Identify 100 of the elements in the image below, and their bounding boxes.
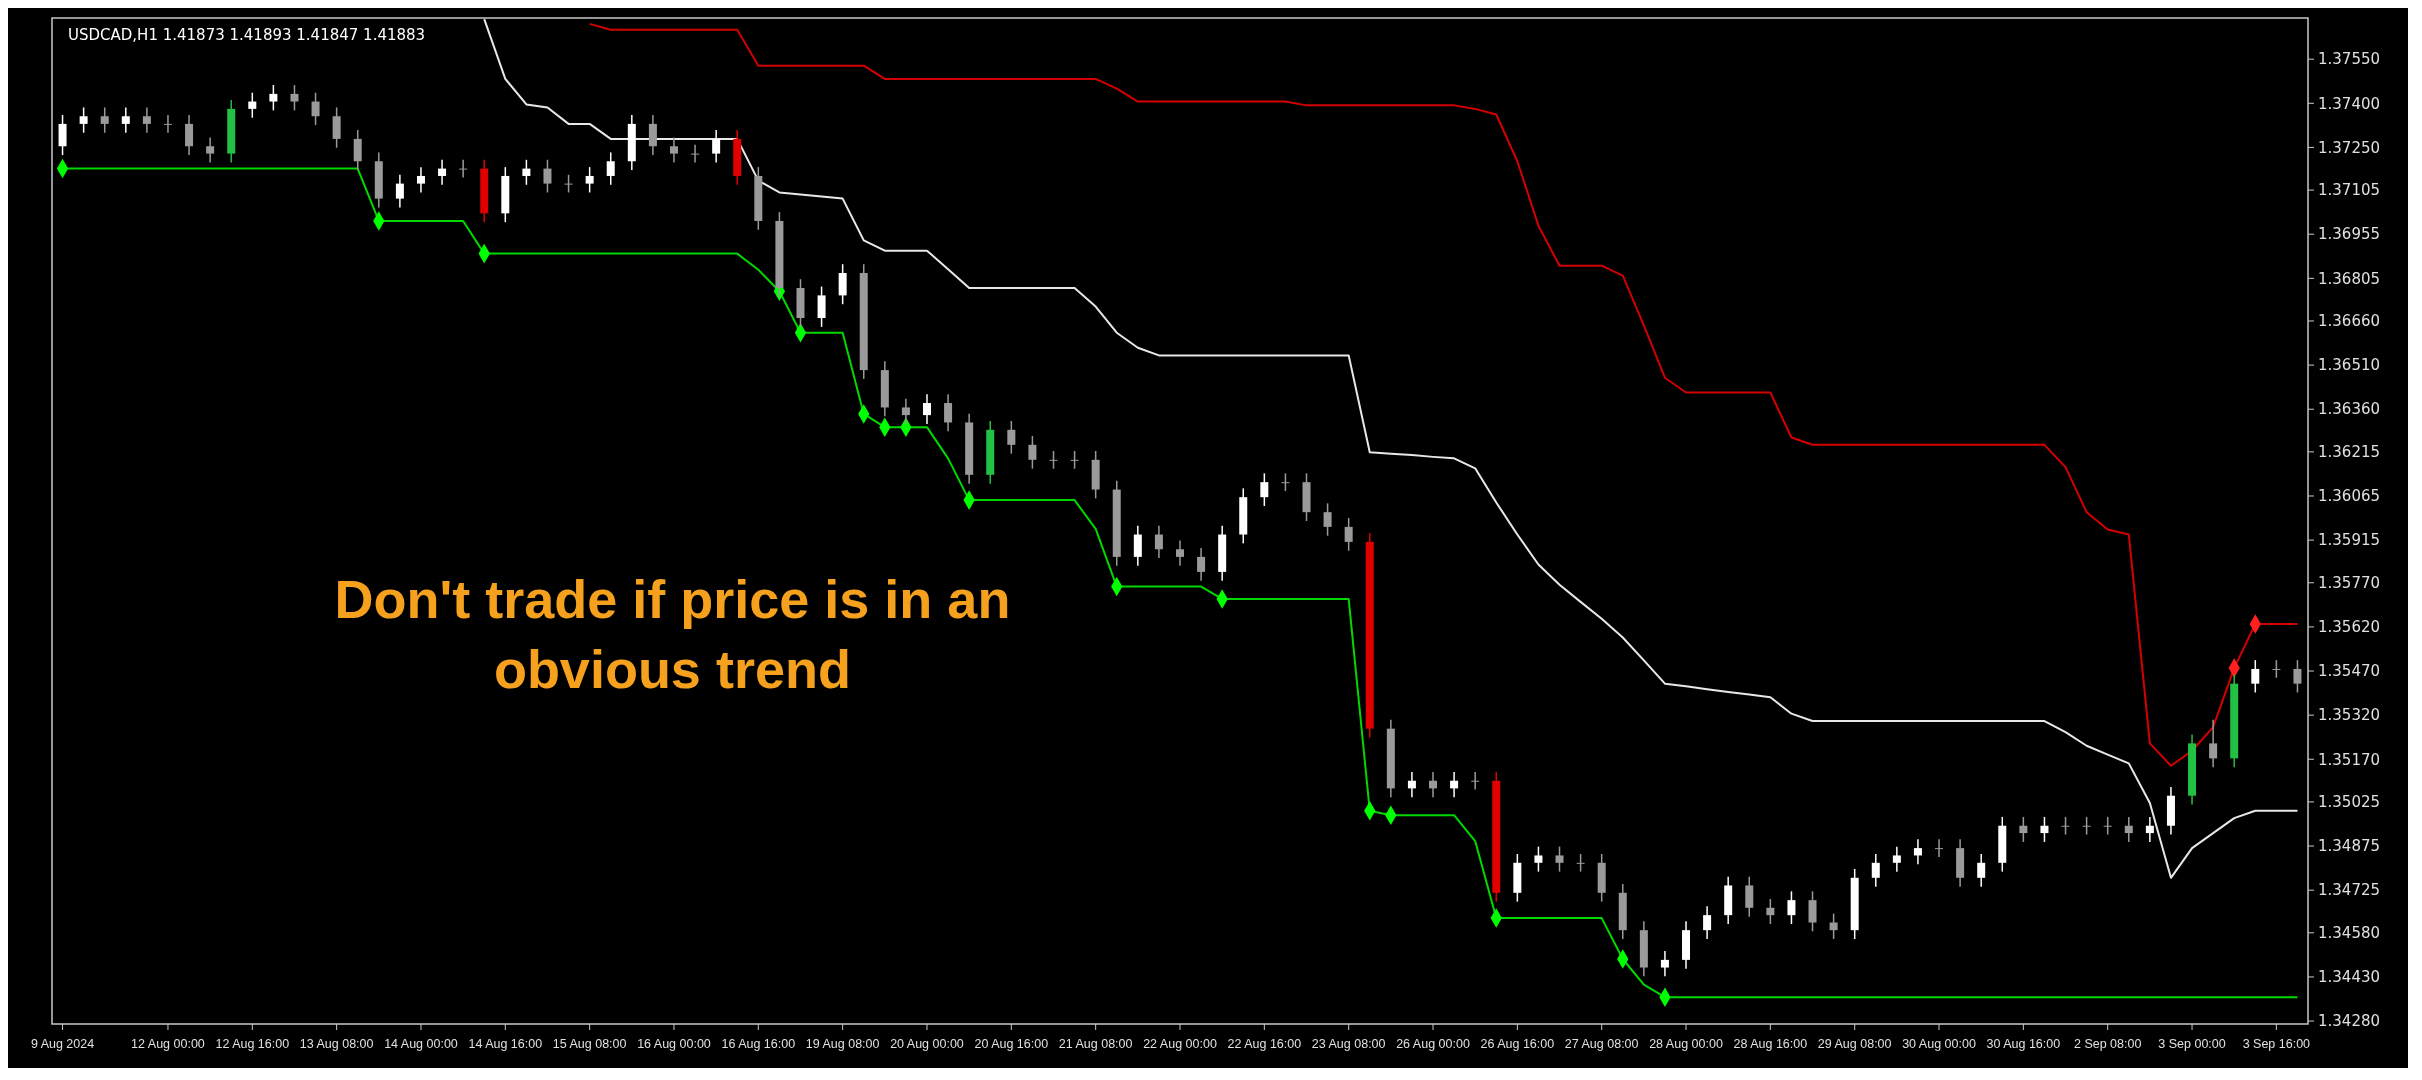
candlestick xyxy=(1935,838,1944,858)
candlestick xyxy=(1197,547,1206,582)
candlestick xyxy=(1977,853,1986,888)
x-tick-label: 21 Aug 08:00 xyxy=(1058,1037,1133,1051)
candlestick xyxy=(185,114,194,156)
line-series xyxy=(483,18,2299,879)
candlestick xyxy=(248,91,257,119)
candlestick xyxy=(1407,771,1416,798)
candlestick xyxy=(543,159,552,194)
candlestick xyxy=(438,159,447,186)
x-tick-label: 30 Aug 00:00 xyxy=(1902,1037,1976,1051)
candlestick xyxy=(58,114,67,156)
candlestick xyxy=(838,263,847,305)
candlestick xyxy=(1871,853,1880,888)
candlestick xyxy=(1829,912,1838,940)
candlestick xyxy=(648,114,657,156)
annotation: Don't trade if price is in an obvious trend xyxy=(334,569,1011,699)
candlestick xyxy=(2145,816,2154,843)
x-tick-label: 3 Sep 16:00 xyxy=(2242,1037,2311,1051)
x-tick-label: 2 Sep 08:00 xyxy=(2073,1037,2142,1051)
candlestick xyxy=(1028,435,1037,470)
candlestick xyxy=(353,129,362,171)
candlestick xyxy=(2019,816,2028,843)
x-tick-label: 27 Aug 08:00 xyxy=(1564,1037,1639,1051)
candlestick xyxy=(1429,771,1438,798)
x-tick-label: 28 Aug 16:00 xyxy=(1733,1037,1808,1051)
x-tick-label: 14 Aug 16:00 xyxy=(468,1037,543,1051)
x-tick-label: 28 Aug 00:00 xyxy=(1649,1037,1723,1051)
y-tick-label: 1.35770 xyxy=(2318,574,2381,593)
y-tick-label: 1.36805 xyxy=(2318,269,2381,288)
candlestick xyxy=(1007,420,1016,455)
candlestick xyxy=(669,136,678,164)
candlestick xyxy=(1471,771,1480,791)
candlestick xyxy=(1154,524,1163,559)
x-tick-label: 16 Aug 16:00 xyxy=(721,1037,796,1051)
candlestick xyxy=(712,129,721,164)
y-tick-label: 1.36360 xyxy=(2318,400,2381,419)
y-tick-label: 1.34430 xyxy=(2318,968,2381,987)
candlestick xyxy=(1176,539,1184,567)
candlestick xyxy=(206,136,215,164)
candlestick xyxy=(606,151,615,186)
x-tick-label: 3 Sep 00:00 xyxy=(2158,1037,2226,1051)
y-tick-label: 1.36215 xyxy=(2318,443,2381,462)
y-tick-label: 1.37250 xyxy=(2318,138,2381,157)
y-tick-label: 1.36065 xyxy=(2318,487,2381,506)
x-tick-label: 22 Aug 16:00 xyxy=(1227,1037,1302,1051)
candlestick xyxy=(2209,719,2218,768)
candlestick xyxy=(817,285,826,328)
x-tick-label: 20 Aug 16:00 xyxy=(974,1037,1049,1051)
x-tick-label: 23 Aug 08:00 xyxy=(1311,1037,1386,1051)
candlestick xyxy=(1534,845,1543,873)
candlestick xyxy=(1766,898,1775,925)
x-tick-label: 22 Aug 00:00 xyxy=(1143,1037,1217,1051)
candlestick xyxy=(163,114,172,134)
y-tick-label: 1.34580 xyxy=(2318,924,2381,943)
candlestick xyxy=(944,393,953,433)
x-tick-label: 14 Aug 00:00 xyxy=(384,1037,458,1051)
candlestick xyxy=(2040,816,2049,843)
candlestick xyxy=(100,106,109,134)
x-tick-label: 12 Aug 00:00 xyxy=(131,1037,205,1051)
x-tick-label: 13 Aug 08:00 xyxy=(299,1037,374,1051)
candlestick xyxy=(290,84,299,112)
y-tick-label: 1.35915 xyxy=(2318,531,2381,550)
candlestick xyxy=(121,106,130,134)
candlestick xyxy=(311,91,320,126)
x-tick-label: 9 Aug 2024 xyxy=(30,1037,95,1051)
candlestick xyxy=(2251,659,2260,694)
y-tick-label: 1.34280 xyxy=(2318,1012,2381,1031)
x-tick-label: 30 Aug 16:00 xyxy=(1986,1037,2061,1051)
y-tick-label: 1.34725 xyxy=(2318,881,2381,900)
candlestick xyxy=(922,393,931,425)
y-tick-label: 1.37105 xyxy=(2318,181,2381,200)
candlestick xyxy=(395,174,404,209)
candlestick xyxy=(1808,890,1817,933)
x-tick-label: 12 Aug 16:00 xyxy=(215,1037,290,1051)
candlestick xyxy=(1913,838,1922,866)
candlestick xyxy=(459,159,468,179)
x-tick-label: 20 Aug 00:00 xyxy=(890,1037,964,1051)
x-tick-label: 15 Aug 08:00 xyxy=(552,1037,627,1051)
candlestick xyxy=(416,166,425,194)
text: USDCAD,H1 1.41873 1.41893 1.41847 1.41883 xyxy=(68,26,426,44)
candlestick xyxy=(2124,816,2133,843)
y-tick-label: 1.35170 xyxy=(2318,750,2381,769)
x-tick-label: 26 Aug 16:00 xyxy=(1480,1037,1555,1051)
y-tick-label: 1.37550 xyxy=(2318,50,2381,69)
y-tick-label: 1.36955 xyxy=(2318,225,2381,244)
candlestick xyxy=(332,106,341,149)
x-tick-label: 16 Aug 00:00 xyxy=(637,1037,711,1051)
x-tick-label: 29 Aug 08:00 xyxy=(1817,1037,1892,1051)
y-tick-label: 1.35620 xyxy=(2318,618,2381,637)
y-tick-label: 1.37400 xyxy=(2318,94,2381,113)
candlestick xyxy=(142,106,151,134)
y-tick-label: 1.36660 xyxy=(2318,312,2381,331)
candlestick xyxy=(1450,771,1459,798)
candlestick xyxy=(691,144,700,164)
y-tick-label: 1.36510 xyxy=(2318,356,2381,375)
candlestick xyxy=(1892,845,1901,873)
candlestick xyxy=(1323,502,1332,537)
y-tick-label: 1.35470 xyxy=(2318,662,2381,681)
candlestick xyxy=(2293,659,2302,694)
